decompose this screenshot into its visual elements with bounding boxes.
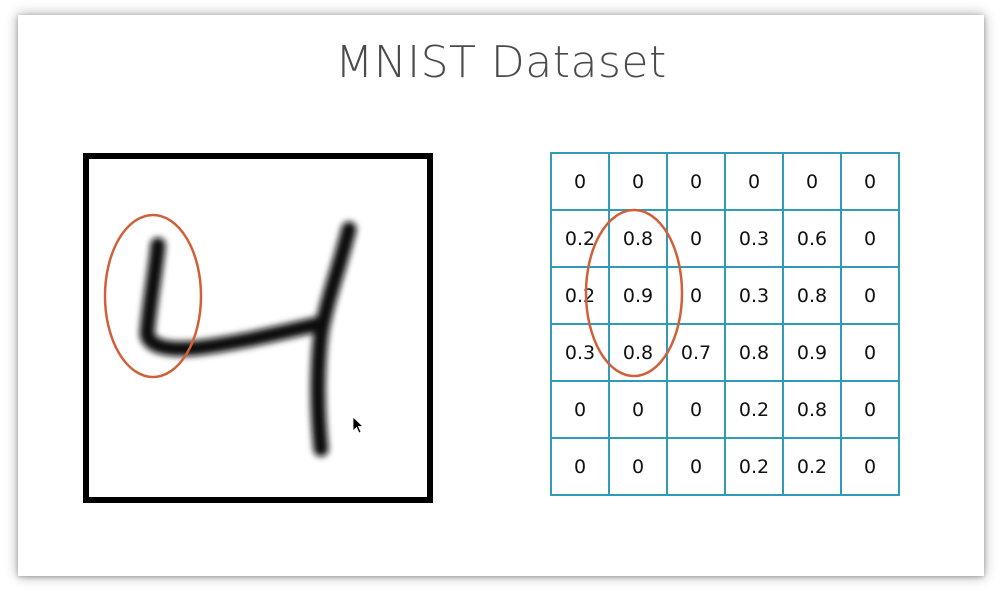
grid-cell: 0 <box>666 437 726 496</box>
grid-cell: 0.8 <box>782 266 842 325</box>
grid-cell: 0 <box>550 437 610 496</box>
digit-four-drawing <box>139 221 357 457</box>
grid-cell: 0.8 <box>724 323 784 382</box>
grid-cell: 0.3 <box>550 323 610 382</box>
grid-cell: 0 <box>666 152 726 211</box>
grid-row: 0 0 0 0.2 0.2 0 <box>550 437 900 496</box>
grid-cell: 0 <box>666 266 726 325</box>
grid-cell: 0.9 <box>782 323 842 382</box>
grid-cell: 0.3 <box>724 209 784 268</box>
grid-cell: 0.8 <box>608 209 668 268</box>
grid-cell: 0.2 <box>550 209 610 268</box>
grid-cell: 0.2 <box>550 266 610 325</box>
grid-cell: 0.8 <box>608 323 668 382</box>
grid-cell: 0 <box>550 380 610 439</box>
grid-cell: 0 <box>840 437 900 496</box>
grid-cell: 0 <box>724 152 784 211</box>
grid-cell: 0.2 <box>782 437 842 496</box>
handwritten-digit-image <box>83 153 433 503</box>
grid-cell: 0 <box>608 437 668 496</box>
grid-cell: 0.9 <box>608 266 668 325</box>
grid-row: 0.3 0.8 0.7 0.8 0.9 0 <box>550 323 900 382</box>
pixel-value-grid: 0 0 0 0 0 0 0.2 0.8 0 0.3 0.6 0 0.2 0.9 0 0.3 0.8 0 0.3 0.8… <box>550 152 900 496</box>
grid-cell: 0.7 <box>666 323 726 382</box>
grid-cell: 0 <box>840 266 900 325</box>
grid-cell: 0.2 <box>724 380 784 439</box>
grid-row: 0.2 0.8 0 0.3 0.6 0 <box>550 209 900 268</box>
grid-cell: 0 <box>782 152 842 211</box>
grid-cell: 0 <box>666 380 726 439</box>
grid-cell: 0 <box>608 152 668 211</box>
digit-stroke-left <box>139 237 327 357</box>
grid-cell: 0.8 <box>782 380 842 439</box>
grid-cell: 0 <box>608 380 668 439</box>
grid-row: 0 0 0 0.2 0.8 0 <box>550 380 900 439</box>
slide: MNIST Dataset 0 0 0 0 0 0 0.2 0.8 0 0.3 0.6 0 0.2 0.9… <box>18 15 984 576</box>
grid-cell: 0.6 <box>782 209 842 268</box>
grid-row: 0.2 0.9 0 0.3 0.8 0 <box>550 266 900 325</box>
grid-cell: 0 <box>840 152 900 211</box>
grid-cell: 0 <box>840 323 900 382</box>
grid-cell: 0 <box>840 209 900 268</box>
slide-title: MNIST Dataset <box>335 37 667 88</box>
grid-cell: 0 <box>666 209 726 268</box>
digit-stroke-right <box>310 221 357 457</box>
grid-cell: 0 <box>550 152 610 211</box>
grid-cell: 0.2 <box>724 437 784 496</box>
grid-cell: 0 <box>840 380 900 439</box>
grid-cell: 0.3 <box>724 266 784 325</box>
